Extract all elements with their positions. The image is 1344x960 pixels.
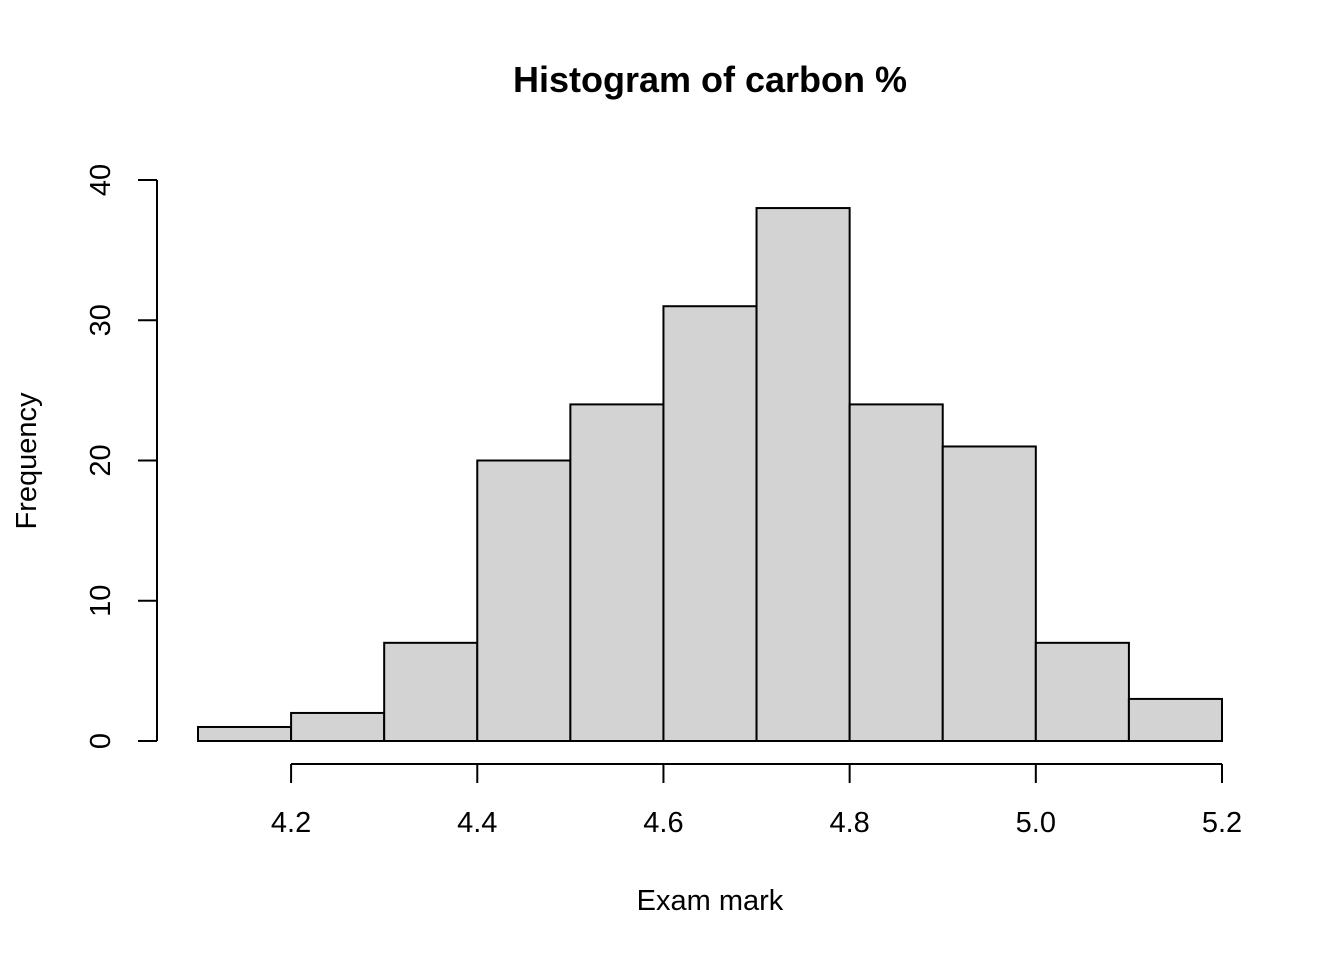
histogram-bar-1	[197, 725, 293, 742]
x-axis-label: Exam mark	[637, 885, 784, 917]
histogram-bar-9	[941, 445, 1037, 742]
histogram-bar-10	[1034, 641, 1130, 743]
y-tick-label: 40	[85, 164, 117, 196]
histogram-bar-5	[569, 403, 665, 742]
histogram-bar-2	[290, 711, 386, 743]
histogram-bar-8	[848, 403, 944, 742]
histogram-bar-11	[1127, 697, 1223, 742]
histogram-bar-7	[755, 207, 851, 743]
x-tick-label: 5.0	[1016, 807, 1056, 839]
chart-title: Histogram of carbon %	[513, 59, 907, 100]
x-tick-label: 4.4	[457, 807, 497, 839]
y-tick-label: 0	[85, 733, 117, 749]
y-axis: 0 10 20 30 40	[85, 164, 158, 749]
x-tick-label: 4.8	[829, 807, 869, 839]
x-tick-label: 4.2	[271, 807, 311, 839]
x-axis: 4.2 4.4 4.6 4.8 5.0 5.2	[271, 763, 1242, 839]
y-axis-label: Frequency	[11, 392, 43, 530]
histogram-bar-4	[476, 459, 572, 742]
x-tick-label: 5.2	[1202, 807, 1242, 839]
x-tick-label: 4.6	[643, 807, 683, 839]
histogram-bar-3	[383, 641, 479, 743]
y-tick-label: 30	[85, 304, 117, 336]
bars-group	[197, 207, 1223, 743]
histogram-bar-6	[662, 305, 758, 742]
y-tick-label: 10	[85, 585, 117, 617]
y-tick-label: 20	[85, 444, 117, 476]
